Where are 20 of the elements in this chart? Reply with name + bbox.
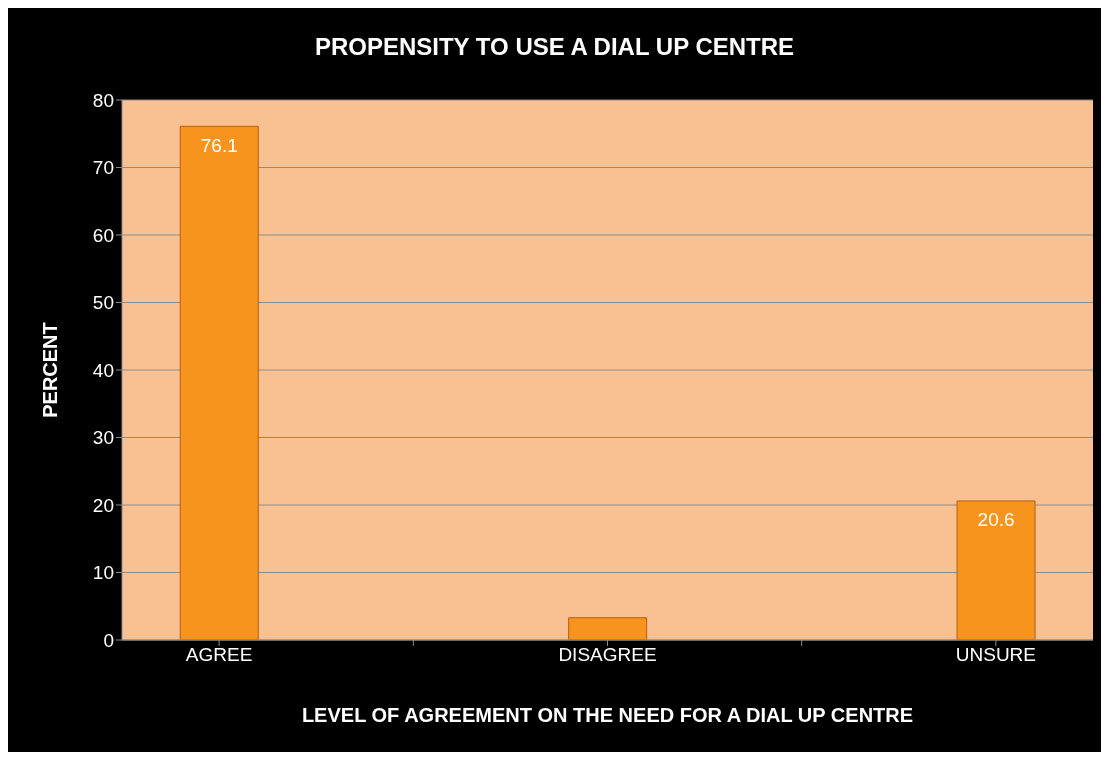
bar	[179, 125, 259, 640]
data-label: 20.6	[977, 509, 1015, 531]
y-tick-label: 40	[92, 359, 114, 381]
y-tick-label: 10	[92, 562, 114, 584]
data-label: 76.1	[200, 134, 238, 156]
y-tick-label: 0	[103, 629, 114, 651]
x-tick-label: UNSURE	[955, 644, 1037, 666]
x-axis-title: LEVEL OF AGREEMENT ON THE NEED FOR A DIAL UP CENTRE	[301, 704, 914, 726]
y-tick-label: 70	[92, 157, 114, 179]
x-tick-label: DISAGREE	[558, 644, 657, 666]
y-axis-title: PERCENT	[39, 322, 62, 418]
y-tick-label: 80	[92, 89, 114, 111]
y-tick-label: 50	[92, 292, 114, 314]
bar	[956, 500, 1036, 640]
chart-title: PROPENSITY TO USE A DIAL UP CENTRE	[313, 32, 796, 62]
y-tick-label: 60	[92, 224, 114, 246]
y-tick-label: 20	[92, 494, 114, 516]
bar	[568, 617, 648, 640]
x-tick-label: AGREE	[185, 644, 253, 666]
y-tick-label: 30	[92, 427, 114, 449]
